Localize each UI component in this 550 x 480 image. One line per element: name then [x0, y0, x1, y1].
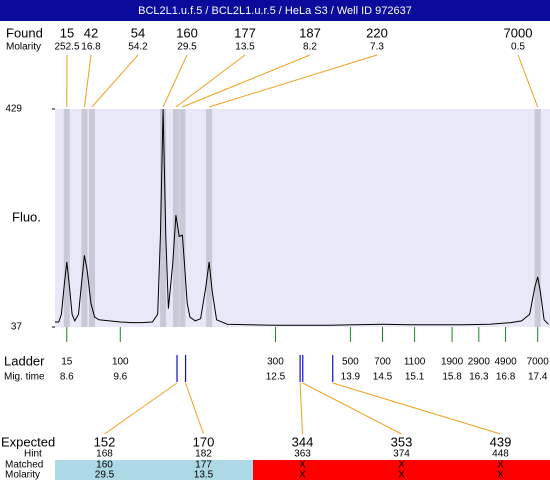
peak-band	[160, 109, 167, 327]
match-cell	[253, 460, 352, 480]
matched: 177	[195, 460, 212, 471]
molarity: X	[398, 470, 405, 480]
ladder-time: 17.4	[528, 372, 548, 383]
expected-connector	[302, 382, 402, 435]
molarity: X	[299, 470, 306, 480]
found-size: 54	[131, 25, 145, 40]
match-cell	[451, 460, 550, 480]
found-connector	[182, 54, 311, 108]
match-cell	[55, 460, 154, 480]
found-molarity: 29.5	[177, 42, 197, 53]
y-axis-label: Fluo.	[12, 209, 41, 224]
found-size: 187	[299, 25, 321, 40]
peak-band	[206, 109, 213, 327]
found-size: 15	[60, 25, 74, 40]
y-tick-label: 37	[11, 322, 23, 333]
ladder-size: 100	[112, 357, 129, 368]
hint: 168	[96, 449, 113, 460]
matched: 160	[96, 460, 113, 471]
expected-connector	[104, 382, 178, 435]
matched: X	[299, 460, 306, 471]
ladder-size: 4900	[494, 357, 517, 368]
found-size: 177	[234, 25, 256, 40]
expected-connector	[299, 382, 303, 435]
hint: 363	[294, 449, 311, 460]
title-bar	[0, 0, 550, 21]
hint: 448	[492, 449, 509, 460]
found-size: 7000	[504, 25, 533, 40]
found-connector	[91, 54, 139, 108]
found-molarity: 16.8	[81, 42, 101, 53]
molarity: X	[497, 470, 504, 480]
found-size: 160	[176, 25, 198, 40]
found-connector	[175, 54, 246, 108]
expected-label: Expected	[1, 434, 55, 449]
found-size: 220	[366, 25, 388, 40]
found-molarity: 0.5	[511, 42, 525, 53]
found-size: 42	[84, 25, 98, 40]
hint: 182	[195, 449, 212, 460]
matched: X	[497, 460, 504, 471]
found-molarity: 7.3	[370, 42, 384, 53]
found-molarity: 54.2	[128, 42, 148, 53]
ladder-time: 14.5	[373, 372, 393, 383]
ladder-time: 15.8	[442, 372, 462, 383]
ladder-size: 700	[374, 357, 391, 368]
ladder-size: 1900	[441, 357, 464, 368]
hint-label: Hint	[24, 449, 42, 460]
ladder-time: 8.6	[60, 372, 74, 383]
y-tick-label: 429	[5, 104, 22, 115]
plot-area	[55, 109, 550, 327]
expected-connector	[185, 382, 204, 435]
ladder-time: 12.5	[266, 372, 286, 383]
ladder-size: 1100	[404, 357, 426, 368]
ladder-label: Ladder	[4, 353, 45, 368]
ladder-time: 9.6	[113, 372, 127, 383]
molarity: 13.5	[194, 470, 214, 480]
molarity-label: Molarity	[5, 470, 40, 480]
trace	[55, 108, 549, 326]
ladder-size: 15	[61, 357, 73, 368]
molarity: 29.5	[95, 470, 115, 480]
expected-size: 439	[490, 434, 512, 449]
expected-size: 170	[193, 434, 215, 449]
title: BCL2L1.u.f.5 / BCL2L1.u.r.5 / HeLa S3 / …	[138, 5, 412, 17]
found-connector	[208, 54, 378, 108]
peak-band	[63, 109, 70, 327]
ladder-size: 7000	[527, 357, 550, 368]
peak-band	[534, 109, 541, 327]
expected-size: 353	[391, 434, 413, 449]
ladder-size: 500	[342, 357, 359, 368]
found-connector	[83, 54, 92, 108]
peak-band	[88, 109, 95, 327]
expected-size: 152	[94, 434, 116, 449]
matched: X	[398, 460, 405, 471]
found-molarity: 8.2	[303, 42, 317, 53]
ladder-time: 16.8	[496, 372, 516, 383]
match-cell	[352, 460, 451, 480]
hint: 374	[393, 449, 410, 460]
expected-connector	[332, 382, 501, 435]
found-connector	[162, 54, 188, 108]
peak-band	[81, 109, 88, 327]
found-connector	[517, 54, 539, 108]
ladder-size: 300	[267, 357, 284, 368]
found-molarity: 13.5	[235, 42, 255, 53]
expected-size: 344	[292, 434, 314, 449]
matched-label: Matched	[5, 460, 43, 471]
ladder-sublabel: Mig. time	[4, 372, 45, 383]
found-sublabel: Molarity	[6, 42, 41, 53]
found-molarity: 252.5	[54, 42, 79, 53]
match-cell	[154, 460, 253, 480]
ladder-time: 15.1	[405, 372, 425, 383]
peak-band	[179, 109, 186, 327]
ladder-time: 13.9	[341, 372, 361, 383]
ladder-time: 16.3	[469, 372, 489, 383]
ladder-size: 2900	[468, 357, 491, 368]
found-label: Found	[6, 25, 43, 40]
